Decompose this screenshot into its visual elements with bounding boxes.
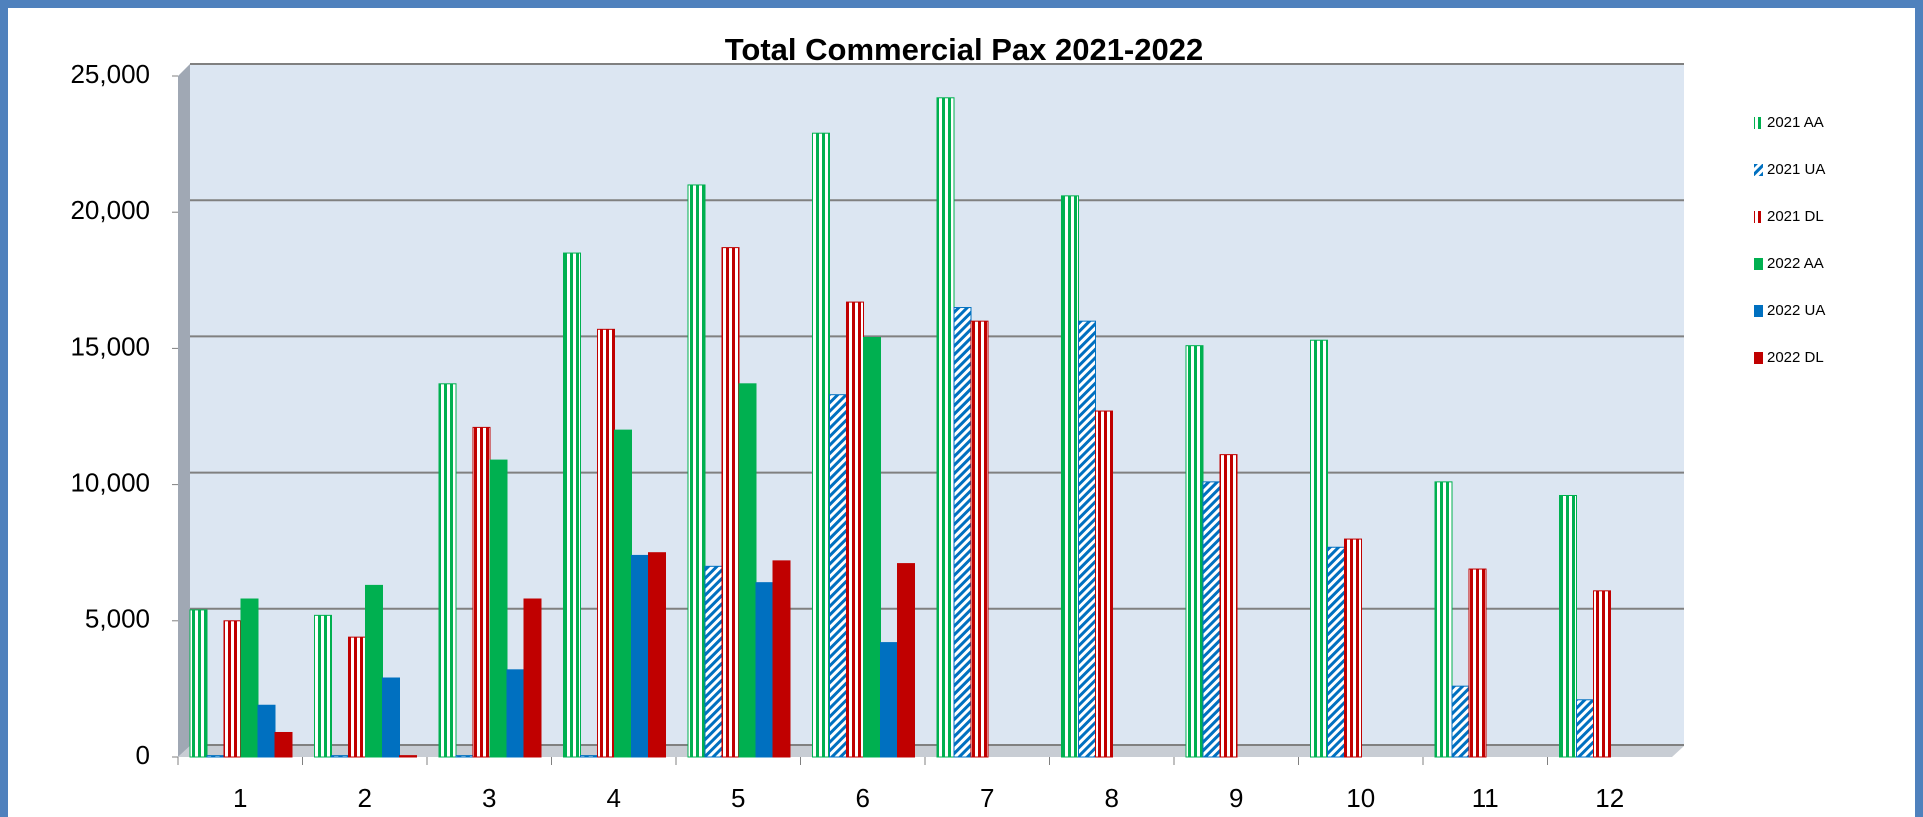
bar <box>648 552 666 758</box>
y-tick-label: 0 <box>136 740 150 770</box>
bar <box>348 636 366 758</box>
bar <box>189 609 208 758</box>
x-tick-label: 12 <box>1595 783 1624 813</box>
bar <box>563 252 581 758</box>
bar <box>314 614 332 758</box>
bar <box>880 642 898 758</box>
x-tick-label: 8 <box>1105 783 1119 813</box>
bar <box>953 307 972 758</box>
y-tick-label: 5,000 <box>85 604 150 634</box>
bar <box>631 554 649 758</box>
bar <box>382 677 400 758</box>
bar <box>1468 568 1487 758</box>
legend-swatch <box>1754 117 1763 129</box>
x-tick-label: 9 <box>1229 783 1243 813</box>
bar <box>489 459 508 758</box>
legend-swatch <box>1754 305 1763 317</box>
x-tick-label: 7 <box>980 783 994 813</box>
bar <box>523 598 542 758</box>
legend-swatch <box>1754 211 1763 223</box>
legend-label: 2022 DL <box>1767 349 1824 366</box>
x-tick-label: 5 <box>731 783 745 813</box>
bar <box>1310 339 1328 758</box>
bar <box>1434 481 1453 758</box>
bar <box>1451 685 1470 758</box>
bar <box>240 598 259 758</box>
bar <box>399 755 417 758</box>
x-tick-label: 3 <box>482 783 496 813</box>
bar <box>331 755 349 758</box>
x-tick-label: 6 <box>856 783 870 813</box>
bar <box>863 337 881 758</box>
y-tick-label: 20,000 <box>70 195 150 225</box>
x-tick-label: 1 <box>233 783 247 813</box>
bar <box>829 394 847 758</box>
bar <box>772 560 791 758</box>
bar <box>1185 345 1204 758</box>
bar <box>1576 699 1594 758</box>
bar <box>274 731 293 758</box>
bar <box>455 755 474 758</box>
bar <box>506 669 525 758</box>
bar <box>846 301 864 758</box>
x-tick-label: 11 <box>1472 783 1499 813</box>
legend-label: 2022 UA <box>1767 302 1825 319</box>
legend-label: 2021 UA <box>1767 161 1825 178</box>
bar <box>1593 590 1611 758</box>
x-tick-label: 2 <box>358 783 372 813</box>
bar <box>1202 481 1221 758</box>
bar <box>1078 320 1096 758</box>
bar <box>1327 546 1345 758</box>
bar <box>738 383 757 758</box>
legend-swatch <box>1754 164 1763 176</box>
legend-label: 2022 AA <box>1767 255 1824 272</box>
bar <box>438 383 457 758</box>
bar <box>755 582 774 758</box>
bar <box>812 132 830 758</box>
legend-swatch <box>1754 258 1763 270</box>
y-tick-label: 15,000 <box>70 331 150 361</box>
bar <box>206 755 225 758</box>
bar <box>472 426 491 758</box>
bar <box>1061 195 1079 758</box>
chart-title: Total Commercial Pax 2021-2022 <box>725 32 1203 67</box>
y-tick-label: 25,000 <box>70 59 150 89</box>
bar <box>970 320 989 758</box>
bar <box>614 429 632 758</box>
bar <box>257 704 276 758</box>
legend-label: 2021 DL <box>1767 208 1824 225</box>
side-wall <box>178 64 190 757</box>
bar <box>365 584 383 758</box>
x-tick-label: 4 <box>607 783 621 813</box>
bar <box>597 328 615 758</box>
bar <box>1344 538 1362 758</box>
legend-label: 2021 AA <box>1767 114 1824 131</box>
bar <box>223 620 242 758</box>
bar <box>1095 410 1113 758</box>
legend-swatch <box>1754 352 1763 364</box>
x-tick-label: 10 <box>1346 783 1375 813</box>
bar <box>897 563 915 758</box>
bar <box>580 755 598 758</box>
bar <box>936 97 955 758</box>
bar <box>687 184 706 758</box>
bar <box>1219 454 1238 758</box>
bar <box>1559 494 1577 758</box>
bar <box>704 565 723 758</box>
y-tick-label: 10,000 <box>70 467 150 497</box>
floor <box>178 746 1684 757</box>
bar <box>721 247 740 758</box>
